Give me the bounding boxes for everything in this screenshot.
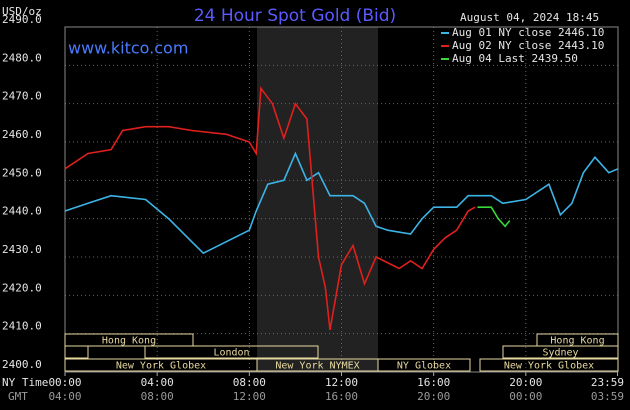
x-tick-label: 16:00 [417, 376, 450, 389]
x2-tick-label: 16:00 [325, 390, 358, 403]
legend-label: Aug 01 NY close 2446.10 [452, 26, 604, 39]
x2-tick-label: 08:00 [141, 390, 174, 403]
session-box [502, 345, 619, 359]
x-tick-label: 04:00 [141, 376, 174, 389]
y-tick-label: 2470.0 [2, 90, 42, 103]
session-box [479, 358, 619, 372]
series-line [64, 86, 476, 330]
y-tick-label: 2400.0 [2, 358, 42, 371]
timestamp: August 04, 2024 18:45 [460, 11, 599, 24]
y-tick-label: 2460.0 [2, 128, 42, 141]
y-tick-label: 2410.0 [2, 320, 42, 333]
x-tick-label: 12:00 [325, 376, 358, 389]
x-tick-label: 08:00 [233, 376, 266, 389]
x2-tick-label: 00:00 [509, 390, 542, 403]
x2-tick-label: 04:00 [48, 390, 81, 403]
session-box [377, 358, 471, 372]
x-tick-label: 23:59 [591, 376, 624, 389]
session-label: Hong Kong [102, 336, 156, 347]
watermark: www.kitco.com [68, 39, 188, 58]
session-label: New York Globex [116, 361, 206, 372]
session-label: NY Globex [397, 361, 451, 372]
x-label: NY Time [2, 376, 48, 389]
x2-tick-label: 03:59 [591, 390, 624, 403]
x2-tick-label: 20:00 [417, 390, 450, 403]
series-line [477, 206, 511, 228]
y-tick-label: 2490.0 [2, 13, 42, 26]
y-tick-label: 2420.0 [2, 281, 42, 294]
plot-frame [64, 26, 619, 373]
y-tick-label: 2480.0 [2, 51, 42, 64]
chart-title: 24 Hour Spot Gold (Bid) [194, 6, 396, 26]
session-label: Sydney [542, 348, 578, 359]
x2-tick-label: 12:00 [233, 390, 266, 403]
session-box [64, 333, 194, 347]
y-tick-label: 2440.0 [2, 205, 42, 218]
y-tick-label: 2430.0 [2, 243, 42, 256]
y-tick-label: 2450.0 [2, 166, 42, 179]
session-label: London [213, 348, 249, 359]
x-tick-label: 20:00 [509, 376, 542, 389]
session-box [144, 345, 319, 359]
legend-label: Aug 02 NY close 2443.10 [452, 39, 604, 52]
session-label: New York NYMEX [275, 361, 359, 372]
legend-label: Aug 04 Last 2439.50 [452, 52, 578, 65]
x-tick-label: 00:00 [48, 376, 81, 389]
session-label: Hong Kong [550, 336, 604, 347]
x2-label: GMT [8, 390, 28, 403]
series-line [64, 151, 619, 255]
session-label: New York Globex [504, 361, 594, 372]
y-label: USD/oz [2, 5, 42, 18]
